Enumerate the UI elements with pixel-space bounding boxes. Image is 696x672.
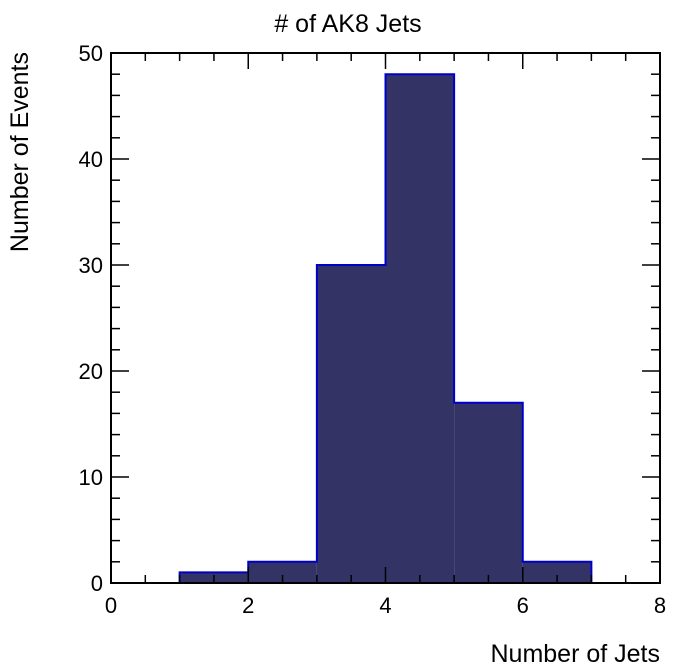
x-tick-label: 8 [654, 593, 666, 618]
x-tick-label: 4 [379, 593, 391, 618]
bar-bin-2 [248, 561, 317, 583]
bar-bin-3 [316, 265, 386, 583]
x-tick-label: 0 [105, 593, 117, 618]
x-tick-label: 6 [517, 593, 529, 618]
plot-frame [110, 52, 661, 584]
y-tick-label: 0 [91, 571, 103, 596]
y-tick-label: 40 [79, 147, 103, 172]
y-tick-label: 50 [79, 41, 103, 66]
x-axis-label: Number of Jets [490, 640, 660, 668]
y-tick-label: 30 [79, 253, 103, 278]
histogram-outline [111, 73, 660, 584]
y-tick-label: 20 [79, 359, 103, 384]
bar-bin-4 [385, 74, 455, 583]
tick-labels-group: 0 2 4 6 8 0 10 20 30 40 50 [79, 41, 667, 618]
y-axis-label: Number of Events [6, 52, 34, 252]
x-tick-label: 2 [242, 593, 254, 618]
chart-title: # of AK8 Jets [274, 10, 421, 38]
bars-group [111, 73, 660, 584]
bar-bin-6 [522, 561, 592, 583]
y-tick-label: 10 [79, 465, 103, 490]
bar-bin-5 [454, 402, 523, 583]
